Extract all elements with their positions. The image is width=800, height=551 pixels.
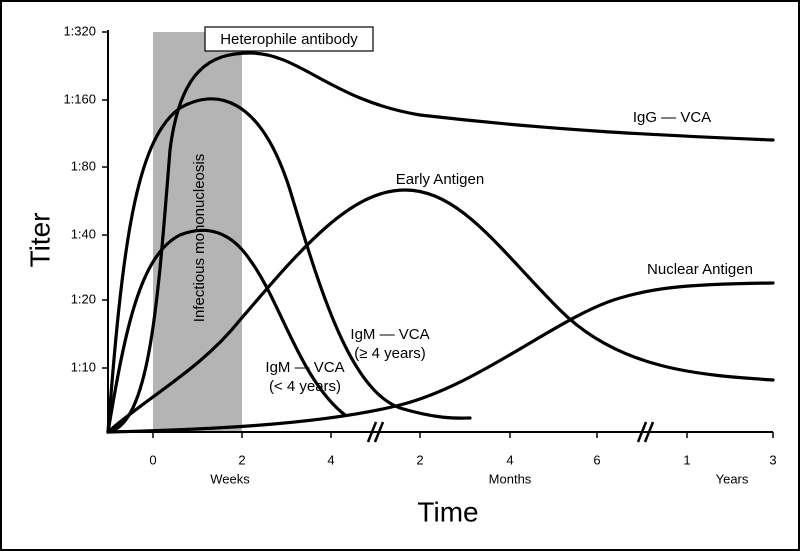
curve-heterophile-igg <box>106 51 775 434</box>
curve-label: Nuclear Antigen <box>647 261 753 278</box>
x-unit-label: Weeks <box>210 471 250 486</box>
shaded-label: Infectious mononucleosis <box>191 154 208 322</box>
x-tick-label: 6 <box>593 452 600 467</box>
x-tick-label: 2 <box>416 452 423 467</box>
box <box>204 26 374 52</box>
curve-label: IgM — VCA <box>265 359 344 376</box>
axes <box>107 30 773 443</box>
box-label: Heterophile antibody <box>220 31 358 48</box>
x-tick-label: 1 <box>683 452 690 467</box>
y-tick-label: 1:40 <box>71 226 96 241</box>
curve-igm-ge4 <box>106 97 472 434</box>
curve-label: (< 4 years) <box>269 378 341 395</box>
x-axis-label: Time <box>417 496 478 527</box>
curve-igm-lt4 <box>106 228 347 434</box>
x-tick-label: 4 <box>506 452 513 467</box>
curve-nuclear-antigen <box>106 281 775 434</box>
curve-early-antigen <box>106 188 775 434</box>
curve-label: Early Antigen <box>396 171 484 188</box>
y-tick-label: 1:320 <box>63 23 96 38</box>
x-unit-label: Years <box>716 471 749 486</box>
x-tick-label: 3 <box>769 452 776 467</box>
y-tick-label: 1:20 <box>71 291 96 306</box>
x-tick-label: 4 <box>327 452 334 467</box>
x-tick-label: 2 <box>238 452 245 467</box>
curve-label: IgG — VCA <box>633 109 711 126</box>
y-axis-label: Titer <box>24 213 55 268</box>
y-tick-label: 1:10 <box>71 359 96 374</box>
y-tick-label: 1:80 <box>71 158 96 173</box>
y-tick-label: 1:160 <box>63 91 96 106</box>
x-tick-label: 0 <box>149 452 156 467</box>
curve-label: (≥ 4 years) <box>354 345 426 362</box>
curve-label: IgM — VCA <box>350 326 429 343</box>
x-unit-label: Months <box>489 471 532 486</box>
